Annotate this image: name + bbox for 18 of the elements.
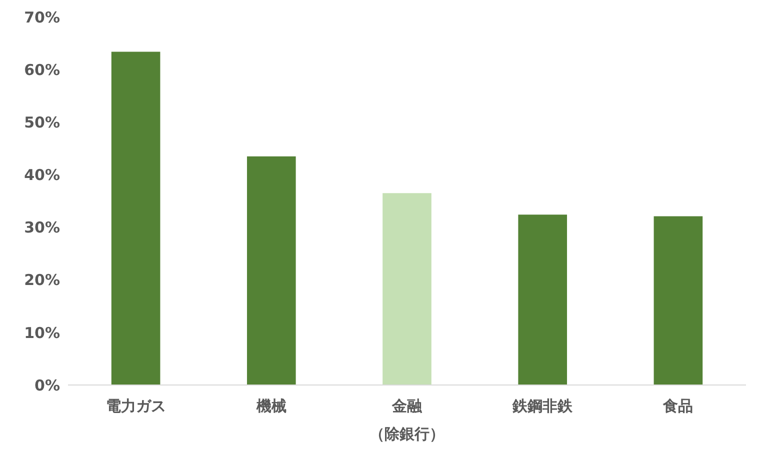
y-tick-label: 30% — [24, 218, 60, 237]
y-tick-label: 10% — [24, 324, 60, 342]
y-tick-label: 40% — [24, 166, 60, 184]
bar — [111, 52, 160, 385]
bar — [654, 216, 703, 385]
bar — [246, 156, 296, 385]
x-tick-label: 電力ガス — [106, 397, 166, 415]
y-tick-label: 0% — [34, 376, 60, 394]
y-tick-label: 20% — [24, 271, 60, 290]
x-tick-label: 金融（除銀行） — [370, 397, 444, 443]
bar — [518, 214, 568, 385]
x-tick-label: 鉄鋼非鉄 — [512, 397, 574, 415]
x-tick-label: 食品 — [662, 397, 694, 415]
y-tick-label: 70% — [24, 8, 60, 26]
y-tick-label: 50% — [24, 113, 60, 132]
y-tick-label: 60% — [24, 60, 60, 79]
bar — [382, 193, 432, 385]
x-tick-label: 機械 — [255, 397, 286, 415]
